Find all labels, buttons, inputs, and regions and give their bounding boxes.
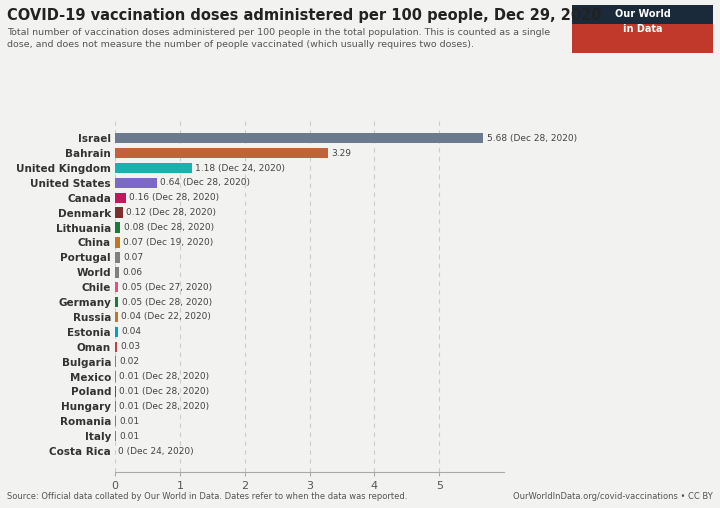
Bar — [115, 148, 328, 158]
Text: 0.01 (Dec 28, 2020): 0.01 (Dec 28, 2020) — [119, 372, 210, 381]
Text: Total number of vaccination doses administered per 100 people in the total popul: Total number of vaccination doses admini… — [7, 28, 550, 49]
Text: OurWorldInData.org/covid-vaccinations • CC BY: OurWorldInData.org/covid-vaccinations • … — [513, 492, 713, 501]
Text: 0.01: 0.01 — [119, 432, 139, 440]
Text: 0.08 (Dec 28, 2020): 0.08 (Dec 28, 2020) — [124, 223, 214, 232]
Text: Our World: Our World — [615, 10, 670, 19]
Bar — [115, 133, 483, 143]
Text: 0.06: 0.06 — [122, 268, 143, 277]
Text: 5.68 (Dec 28, 2020): 5.68 (Dec 28, 2020) — [487, 134, 577, 143]
Bar — [115, 207, 123, 218]
Bar — [115, 237, 120, 248]
Text: 0 (Dec 24, 2020): 0 (Dec 24, 2020) — [118, 447, 194, 456]
Bar — [115, 312, 118, 322]
Text: 0.07 (Dec 19, 2020): 0.07 (Dec 19, 2020) — [123, 238, 213, 247]
Bar — [115, 267, 119, 277]
Text: Source: Official data collated by Our World in Data. Dates refer to when the dat: Source: Official data collated by Our Wo… — [7, 492, 408, 501]
Bar — [115, 341, 117, 352]
Bar — [115, 223, 120, 233]
Text: 0.02: 0.02 — [120, 357, 140, 366]
Text: 3.29: 3.29 — [332, 149, 351, 157]
Text: 0.03: 0.03 — [120, 342, 140, 351]
Text: 0.01: 0.01 — [119, 417, 139, 426]
Text: 0.01 (Dec 28, 2020): 0.01 (Dec 28, 2020) — [119, 402, 210, 411]
Bar — [115, 297, 118, 307]
Bar — [115, 327, 118, 337]
Text: 1.18 (Dec 24, 2020): 1.18 (Dec 24, 2020) — [195, 164, 285, 173]
Bar — [115, 357, 117, 367]
Text: 0.07: 0.07 — [123, 253, 143, 262]
Bar — [115, 282, 118, 293]
Text: 0.12 (Dec 28, 2020): 0.12 (Dec 28, 2020) — [126, 208, 216, 217]
Bar — [115, 252, 120, 263]
Text: 0.64 (Dec 28, 2020): 0.64 (Dec 28, 2020) — [160, 178, 250, 187]
Text: 0.16 (Dec 28, 2020): 0.16 (Dec 28, 2020) — [129, 194, 219, 202]
Text: 0.01 (Dec 28, 2020): 0.01 (Dec 28, 2020) — [119, 387, 210, 396]
Text: 0.05 (Dec 27, 2020): 0.05 (Dec 27, 2020) — [122, 282, 212, 292]
Bar — [115, 178, 157, 188]
Text: in Data: in Data — [623, 24, 662, 34]
Bar — [115, 163, 192, 173]
Text: COVID-19 vaccination doses administered per 100 people, Dec 29, 2020: COVID-19 vaccination doses administered … — [7, 8, 602, 23]
Bar — [115, 193, 125, 203]
Text: 0.05 (Dec 28, 2020): 0.05 (Dec 28, 2020) — [122, 298, 212, 307]
Text: 0.04 (Dec 22, 2020): 0.04 (Dec 22, 2020) — [121, 312, 211, 322]
Text: 0.04: 0.04 — [121, 327, 141, 336]
